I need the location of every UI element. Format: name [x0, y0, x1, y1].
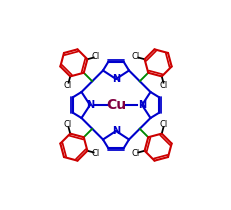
Text: N: N — [111, 74, 120, 84]
Text: Cl: Cl — [159, 81, 167, 90]
Text: Cu: Cu — [106, 98, 125, 112]
Text: Cl: Cl — [131, 52, 140, 61]
Text: N: N — [111, 126, 120, 136]
Text: Cl: Cl — [131, 149, 140, 158]
Text: Cl: Cl — [91, 149, 100, 158]
Text: N: N — [137, 100, 146, 110]
Text: N: N — [85, 100, 94, 110]
Text: Cl: Cl — [91, 52, 100, 61]
Text: Cl: Cl — [64, 120, 72, 129]
Text: Cl: Cl — [64, 81, 72, 90]
Text: Cl: Cl — [159, 120, 167, 129]
